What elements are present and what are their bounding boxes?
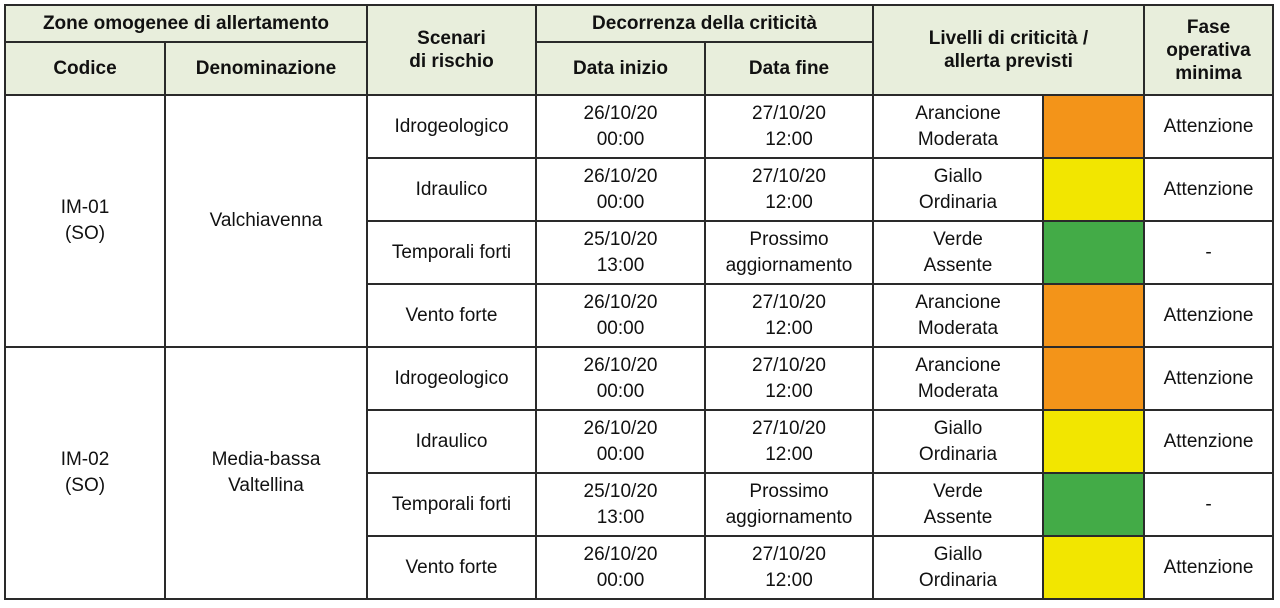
fase-cell: Attenzione bbox=[1143, 157, 1274, 222]
allerta-table: Zone omogenee di allertamento Scenari di… bbox=[4, 4, 1274, 600]
livello-cell: Arancione Moderata bbox=[872, 346, 1044, 411]
fase-cell: Attenzione bbox=[1143, 535, 1274, 600]
livello-color-swatch bbox=[1042, 472, 1145, 537]
data-inizio-cell: 26/10/20 00:00 bbox=[535, 283, 706, 348]
table-row: Idraulico 26/10/20 00:00 27/10/20 12:00 Gia… bbox=[5, 409, 1274, 474]
data-inizio-cell: 25/10/20 13:00 bbox=[535, 220, 706, 285]
scenario-cell: Idrogeologico bbox=[366, 346, 537, 411]
livello-cell: Arancione Moderata bbox=[872, 94, 1044, 159]
zone-denominazione: Media-bassa Valtellina bbox=[164, 346, 368, 600]
table-row: IM-01 (SO) Valchiavenna Idrogeologico 26/10… bbox=[4, 94, 1274, 348]
fase-cell: Attenzione bbox=[1143, 94, 1274, 159]
table-row: Vento forte 26/10/20 00:00 27/10/20 12:00 A… bbox=[5, 283, 1274, 348]
scenario-cell: Vento forte bbox=[366, 535, 537, 600]
table-row: Temporali forti 25/10/20 13:00 Prossimo ag… bbox=[5, 220, 1274, 285]
table-row: Vento forte 26/10/20 00:00 27/10/20 12:00 G… bbox=[5, 535, 1274, 600]
data-inizio-cell: 26/10/20 00:00 bbox=[535, 346, 706, 411]
livello-cell: Giallo Ordinaria bbox=[872, 409, 1044, 474]
data-inizio-cell: 26/10/20 00:00 bbox=[535, 535, 706, 600]
data-fine-cell: Prossimo aggiornamento bbox=[704, 472, 874, 537]
data-fine-cell: 27/10/20 12:00 bbox=[704, 346, 874, 411]
scenario-cell: Temporali forti bbox=[366, 220, 537, 285]
livello-color-swatch bbox=[1042, 94, 1145, 159]
table-row: Temporali forti 25/10/20 13:00 Prossimo ag… bbox=[5, 472, 1274, 537]
header-data-fine: Data fine bbox=[704, 41, 874, 96]
header-scenari: Scenari di rischio bbox=[366, 4, 537, 96]
scenario-cell: Temporali forti bbox=[366, 472, 537, 537]
scenario-cell: Vento forte bbox=[366, 283, 537, 348]
data-inizio-cell: 26/10/20 00:00 bbox=[535, 157, 706, 222]
livello-color-swatch bbox=[1042, 535, 1145, 600]
data-inizio-cell: 26/10/20 00:00 bbox=[535, 94, 706, 159]
fase-cell: Attenzione bbox=[1143, 346, 1274, 411]
scenario-cell: Idraulico bbox=[366, 157, 537, 222]
header-livelli: Livelli di criticità / allerta previsti bbox=[872, 4, 1145, 96]
livello-cell: Giallo Ordinaria bbox=[872, 535, 1044, 600]
livello-color-swatch bbox=[1042, 346, 1145, 411]
header-denominazione: Denominazione bbox=[164, 41, 368, 96]
zone-codice: IM-02 (SO) bbox=[4, 346, 166, 600]
data-fine-cell: 27/10/20 12:00 bbox=[704, 283, 874, 348]
data-fine-cell: Prossimo aggiornamento bbox=[704, 220, 874, 285]
data-inizio-cell: 25/10/20 13:00 bbox=[535, 472, 706, 537]
data-inizio-cell: 26/10/20 00:00 bbox=[535, 409, 706, 474]
data-fine-cell: 27/10/20 12:00 bbox=[704, 94, 874, 159]
header-zone: Zone omogenee di allertamento bbox=[4, 4, 368, 43]
header-decorrenza: Decorrenza della criticità bbox=[535, 4, 874, 43]
livello-color-swatch bbox=[1042, 409, 1145, 474]
fase-cell: Attenzione bbox=[1143, 283, 1274, 348]
table-row: IM-02 (SO) Media-bassa Valtellina Idrogeol… bbox=[4, 346, 1274, 600]
header-data-inizio: Data inizio bbox=[535, 41, 706, 96]
livello-cell: Verde Assente bbox=[872, 220, 1044, 285]
data-fine-cell: 27/10/20 12:00 bbox=[704, 409, 874, 474]
fase-cell: - bbox=[1143, 472, 1274, 537]
livello-color-swatch bbox=[1042, 220, 1145, 285]
scenario-cell: Idrogeologico bbox=[366, 94, 537, 159]
fase-cell: - bbox=[1143, 220, 1274, 285]
zone-denominazione: Valchiavenna bbox=[164, 94, 368, 348]
header-fase: Fase operativa minima bbox=[1143, 4, 1274, 96]
scenario-cell: Idraulico bbox=[366, 409, 537, 474]
data-fine-cell: 27/10/20 12:00 bbox=[704, 535, 874, 600]
zone-codice: IM-01 (SO) bbox=[4, 94, 166, 348]
livello-color-swatch bbox=[1042, 157, 1145, 222]
header-codice: Codice bbox=[4, 41, 166, 96]
table-row: Idraulico 26/10/20 00:00 27/10/20 12:00 Gia… bbox=[5, 157, 1274, 222]
livello-color-swatch bbox=[1042, 283, 1145, 348]
livello-cell: Verde Assente bbox=[872, 472, 1044, 537]
livello-cell: Arancione Moderata bbox=[872, 283, 1044, 348]
fase-cell: Attenzione bbox=[1143, 409, 1274, 474]
livello-cell: Giallo Ordinaria bbox=[872, 157, 1044, 222]
data-fine-cell: 27/10/20 12:00 bbox=[704, 157, 874, 222]
